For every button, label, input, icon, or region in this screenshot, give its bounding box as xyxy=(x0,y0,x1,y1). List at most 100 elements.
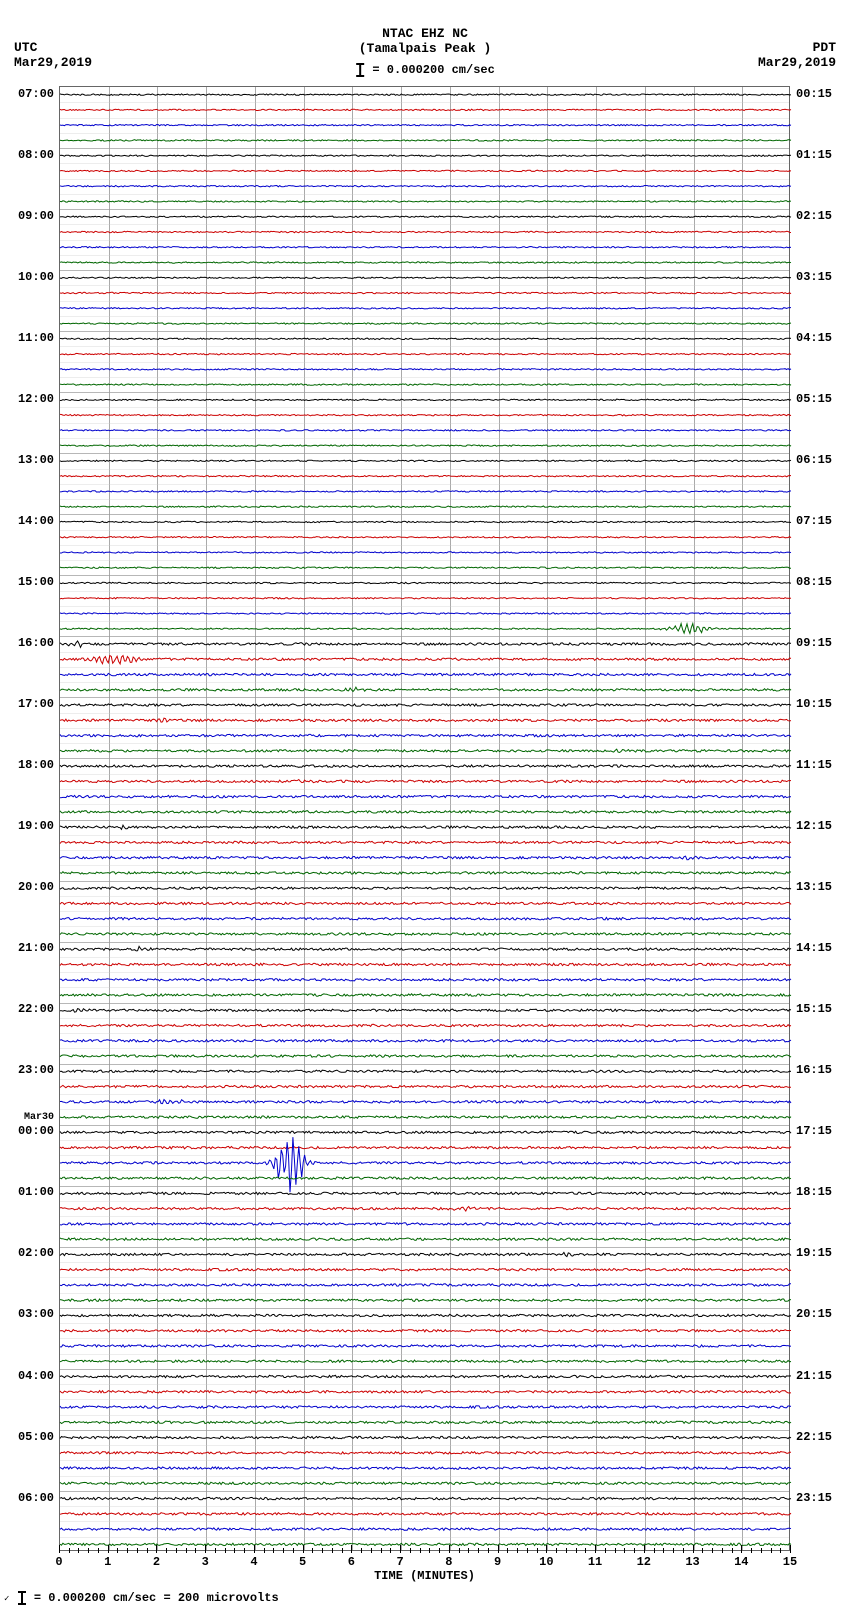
x-tick-minor xyxy=(78,1548,79,1553)
trace-line xyxy=(60,216,791,217)
trace-line xyxy=(60,1284,791,1286)
trace-line xyxy=(60,1207,791,1212)
trace-line xyxy=(60,918,791,920)
scale-text: = 0.000200 cm/sec xyxy=(372,63,494,77)
pdt-time-label: 09:15 xyxy=(796,636,832,650)
tz-left: UTC xyxy=(14,40,37,55)
x-tick-minor xyxy=(410,1548,411,1553)
trace-line xyxy=(60,734,791,736)
x-tick-minor xyxy=(176,1548,177,1553)
utc-time-label: 00:00 xyxy=(18,1124,54,1138)
trace-line xyxy=(60,323,791,324)
pdt-time-label: 22:15 xyxy=(796,1430,832,1444)
utc-time-label: 05:00 xyxy=(18,1430,54,1444)
x-tick-major xyxy=(108,1545,109,1553)
x-tick-minor xyxy=(429,1548,430,1553)
trace-line xyxy=(60,262,791,263)
x-tick-label: 0 xyxy=(55,1555,62,1569)
trace-line xyxy=(60,795,791,797)
trace-line xyxy=(60,491,791,492)
trace-line xyxy=(60,552,791,553)
x-tick-minor xyxy=(361,1548,362,1553)
trace-line xyxy=(60,1330,791,1332)
x-tick-label: 10 xyxy=(539,1555,553,1569)
trace-line xyxy=(60,369,791,370)
x-tick-minor xyxy=(663,1548,664,1553)
x-tick-minor xyxy=(293,1548,294,1553)
x-tick-minor xyxy=(225,1548,226,1553)
x-tick-minor xyxy=(312,1548,313,1553)
trace-line xyxy=(60,445,791,446)
trace-line xyxy=(60,475,791,476)
x-tick-minor xyxy=(634,1548,635,1553)
x-tick-label: 7 xyxy=(397,1555,404,1569)
x-tick-minor xyxy=(468,1548,469,1553)
trace-line xyxy=(60,946,791,951)
trace-line xyxy=(60,537,791,538)
pdt-time-label: 01:15 xyxy=(796,148,832,162)
pdt-time-label: 21:15 xyxy=(796,1369,832,1383)
trace-line xyxy=(60,1024,791,1026)
x-tick-minor xyxy=(605,1548,606,1553)
trace-line xyxy=(60,718,791,722)
x-tick-minor xyxy=(283,1548,284,1553)
trace-line xyxy=(60,1100,791,1104)
trace-line xyxy=(60,765,791,767)
x-tick-minor xyxy=(771,1548,772,1553)
x-tick-minor xyxy=(712,1548,713,1553)
utc-time-label: 15:00 xyxy=(18,575,54,589)
x-tick-label: 1 xyxy=(104,1555,111,1569)
x-tick-label: 15 xyxy=(783,1555,797,1569)
pdt-time-label: 07:15 xyxy=(796,514,832,528)
trace-line xyxy=(60,521,791,522)
trace-line xyxy=(60,1070,791,1072)
pdt-time-label: 14:15 xyxy=(796,941,832,955)
trace-line xyxy=(60,1252,791,1256)
x-tick-minor xyxy=(69,1548,70,1553)
trace-line xyxy=(60,673,791,675)
utc-time-label: 06:00 xyxy=(18,1491,54,1505)
x-tick-minor xyxy=(439,1548,440,1553)
scale-bar-icon xyxy=(17,1591,27,1605)
x-tick-minor xyxy=(127,1548,128,1553)
utc-time-label: 03:00 xyxy=(18,1307,54,1321)
x-tick-minor xyxy=(566,1548,567,1553)
utc-time-label: 08:00 xyxy=(18,148,54,162)
trace-line xyxy=(60,1421,791,1423)
x-tick-label: 2 xyxy=(153,1555,160,1569)
pdt-time-label: 17:15 xyxy=(796,1124,832,1138)
trace-line xyxy=(60,811,791,813)
x-tick-minor xyxy=(381,1548,382,1553)
x-tick-minor xyxy=(195,1548,196,1553)
x-tick-major xyxy=(693,1545,694,1553)
trace-line xyxy=(60,1497,791,1499)
trace-line xyxy=(60,1528,791,1530)
pdt-time-label: 11:15 xyxy=(796,758,832,772)
x-tick-minor xyxy=(420,1548,421,1553)
x-tick-label: 12 xyxy=(637,1555,651,1569)
trace-line xyxy=(60,749,791,752)
utc-time-label: 18:00 xyxy=(18,758,54,772)
trace-line xyxy=(60,1085,791,1087)
trace-line xyxy=(60,1513,791,1515)
trace-line xyxy=(60,1009,791,1013)
trace-line xyxy=(60,1238,791,1240)
x-tick-minor xyxy=(780,1548,781,1553)
trace-line xyxy=(60,338,791,339)
pdt-time-label: 08:15 xyxy=(796,575,832,589)
x-tick-label: 5 xyxy=(299,1555,306,1569)
x-tick-minor xyxy=(186,1548,187,1553)
x-tick-minor xyxy=(732,1548,733,1553)
trace-line xyxy=(60,109,791,110)
trace-line xyxy=(60,1116,791,1118)
trace-line xyxy=(60,1299,791,1301)
trace-line xyxy=(60,308,791,309)
x-tick-label: 13 xyxy=(685,1555,699,1569)
station-title: NTAC EHZ NC xyxy=(382,26,468,41)
x-tick-minor xyxy=(576,1548,577,1553)
pdt-time-label: 10:15 xyxy=(796,697,832,711)
x-tick-major xyxy=(790,1545,791,1553)
trace-line xyxy=(60,963,791,965)
utc-time-label: 12:00 xyxy=(18,392,54,406)
x-tick-minor xyxy=(654,1548,655,1553)
